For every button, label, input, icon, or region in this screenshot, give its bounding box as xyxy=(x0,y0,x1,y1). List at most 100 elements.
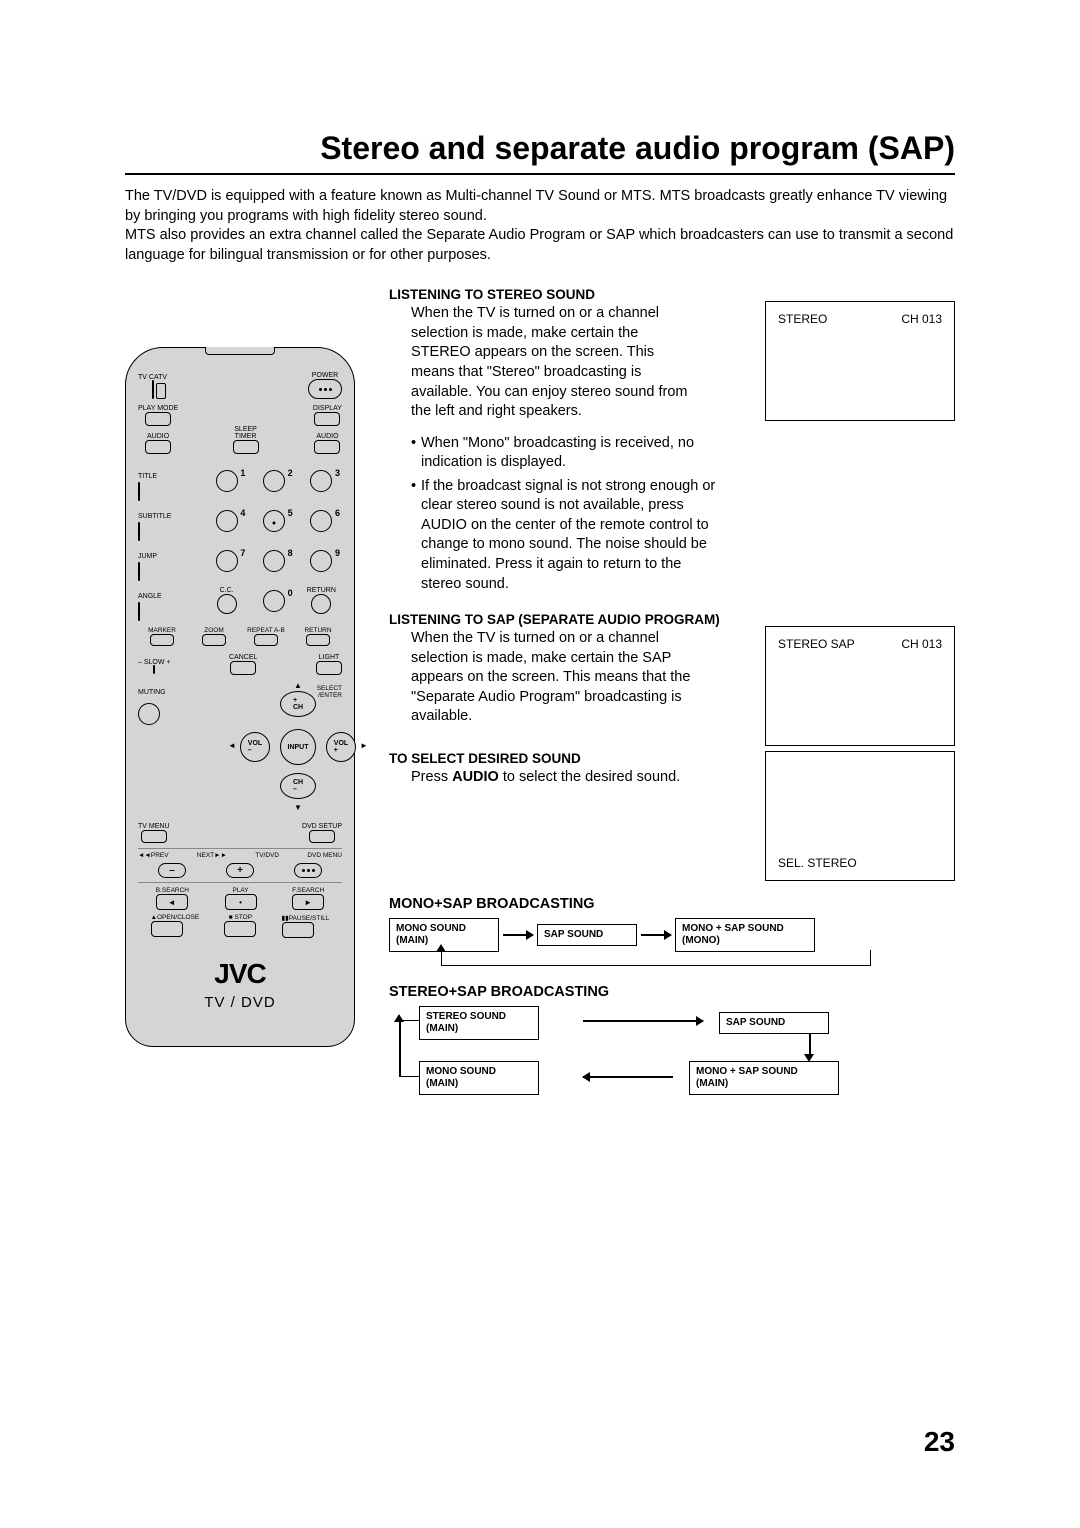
arrow-icon xyxy=(583,1020,703,1022)
stop-label: ■ STOP xyxy=(229,914,252,921)
jump-button xyxy=(138,562,140,581)
arrow-down-icon xyxy=(804,1054,814,1062)
power-label: POWER xyxy=(308,372,342,379)
subtitle-button xyxy=(138,522,140,541)
mono-sap-heading: MONO+SAP BROADCASTING xyxy=(389,896,955,912)
stop-button xyxy=(224,921,256,937)
screen-stereo-left: STEREO xyxy=(778,312,827,326)
slow-button xyxy=(153,665,155,674)
angle-label: ANGLE xyxy=(138,593,162,600)
dvdsetup-button xyxy=(309,830,335,843)
screen-stereo: STEREO CH 013 xyxy=(765,301,955,421)
arrow-icon xyxy=(641,934,671,936)
up-arrow-icon: ▲ xyxy=(294,681,302,690)
return-button xyxy=(311,594,331,614)
num-2 xyxy=(263,470,285,492)
screen-sap: STEREO SAP CH 013 xyxy=(765,626,955,746)
playmode-button xyxy=(145,412,171,426)
down-arrow-icon: ▼ xyxy=(294,803,302,812)
return2-button xyxy=(306,634,330,646)
cancel-label: CANCEL xyxy=(229,654,257,661)
audio-r-label: AUDIO xyxy=(313,433,342,440)
select-label: SELECT /ENTER xyxy=(317,685,342,699)
stereo-body: When the TV is turned on or a channel se… xyxy=(389,304,699,421)
screen-sap-left: STEREO SAP xyxy=(778,637,855,651)
light-label: LIGHT xyxy=(319,654,340,661)
select-body-bold: AUDIO xyxy=(452,769,499,785)
next-label: NEXT►► xyxy=(197,852,227,859)
cancel-button xyxy=(230,661,256,675)
arrow-up-icon xyxy=(394,1014,404,1022)
page-title: Stereo and separate audio program (SAP) xyxy=(125,130,955,175)
mono-box-3: MONO + SAP SOUND (MONO) xyxy=(675,918,815,952)
prev-button: – xyxy=(158,863,186,878)
ch-up-button: + CH xyxy=(280,691,316,717)
select-body-prefix: Press xyxy=(411,769,452,785)
cc-label: C.C. xyxy=(206,587,247,594)
sleep-label: SLEEP TIMER xyxy=(233,426,259,440)
left-arrow-icon: ◄ xyxy=(228,741,236,750)
num-4 xyxy=(216,510,238,532)
play-button: • xyxy=(225,894,257,910)
cc-button xyxy=(217,594,237,614)
stereo-box-3: MONO SOUND (MAIN) xyxy=(419,1061,539,1095)
open-button xyxy=(151,921,183,937)
pause-button xyxy=(282,922,314,938)
arrow-up-icon xyxy=(436,944,446,952)
zoom-button xyxy=(202,634,226,646)
remote-control-diagram: TV CATV POWER PLAY MODEAUDIO SLEEP TIMER… xyxy=(125,347,355,1047)
fsearch-label: F.SEARCH xyxy=(292,887,324,894)
title-button xyxy=(138,482,140,501)
repeat-button xyxy=(254,634,278,646)
audio-r-button xyxy=(314,440,340,454)
dvdmenu-label: DVD MENU xyxy=(307,852,342,859)
pause-label: ▮▮PAUSE/STILL xyxy=(282,915,330,922)
page-number: 23 xyxy=(924,1426,955,1458)
brand-subtitle: TV / DVD xyxy=(138,994,342,1011)
vol-down-button: VOL – xyxy=(240,732,270,762)
select-body-suffix: to select the desired sound. xyxy=(499,769,680,785)
open-label: ▲OPEN/CLOSE xyxy=(151,914,200,921)
arrow-icon xyxy=(583,1076,673,1078)
playmode-label: PLAY MODE xyxy=(138,405,178,412)
light-button xyxy=(316,661,342,675)
display-label: DISPLAY xyxy=(313,405,342,412)
num-9 xyxy=(310,550,332,572)
angle-button xyxy=(138,602,140,621)
screen-select: SEL. STEREO xyxy=(765,751,955,881)
repeat-label: REPEAT A-B xyxy=(247,627,285,634)
stereo-sap-heading: STEREO+SAP BROADCASTING xyxy=(389,984,955,1000)
audio-l-label: AUDIO xyxy=(138,433,178,440)
return2-label: RETURN xyxy=(304,627,331,634)
subtitle-label: SUBTITLE xyxy=(138,513,171,520)
vol-up-button: VOL + xyxy=(326,732,356,762)
zoom-label: ZOOM xyxy=(204,627,224,634)
tvmenu-label: TV MENU xyxy=(138,823,170,830)
screen-select-text: SEL. STEREO xyxy=(778,856,857,870)
stereo-bullet-2: If the broadcast signal is not strong en… xyxy=(411,477,719,594)
zero-label: 0 xyxy=(288,588,293,598)
stereo-box-1: STEREO SOUND (MAIN) xyxy=(419,1006,539,1040)
mono-flow-diagram: MONO SOUND (MAIN) SAP SOUND MONO + SAP S… xyxy=(389,918,955,970)
power-button xyxy=(308,379,342,399)
screen-sap-right: CH 013 xyxy=(901,637,942,651)
brand-logo: JVC xyxy=(138,958,342,990)
ch-down-button: CH – xyxy=(280,773,316,799)
marker-label: MARKER xyxy=(148,627,176,634)
tvdvd-button xyxy=(294,863,322,878)
input-button: INPUT xyxy=(280,729,316,765)
marker-button xyxy=(150,634,174,646)
dvdsetup-label: DVD SETUP xyxy=(302,823,342,830)
arrow-icon xyxy=(503,934,533,936)
num-0 xyxy=(263,590,285,612)
num-6 xyxy=(310,510,332,532)
stereo-box-2: SAP SOUND xyxy=(719,1012,829,1034)
jump-label: JUMP xyxy=(138,553,157,560)
stereo-box-4: MONO + SAP SOUND (MAIN) xyxy=(689,1061,839,1095)
mono-box-2: SAP SOUND xyxy=(537,924,637,946)
tvmenu-button xyxy=(141,830,167,843)
next-button: + xyxy=(226,863,254,878)
num-8 xyxy=(263,550,285,572)
return-label: RETURN xyxy=(301,587,342,594)
muting-label: MUTING xyxy=(138,689,166,696)
